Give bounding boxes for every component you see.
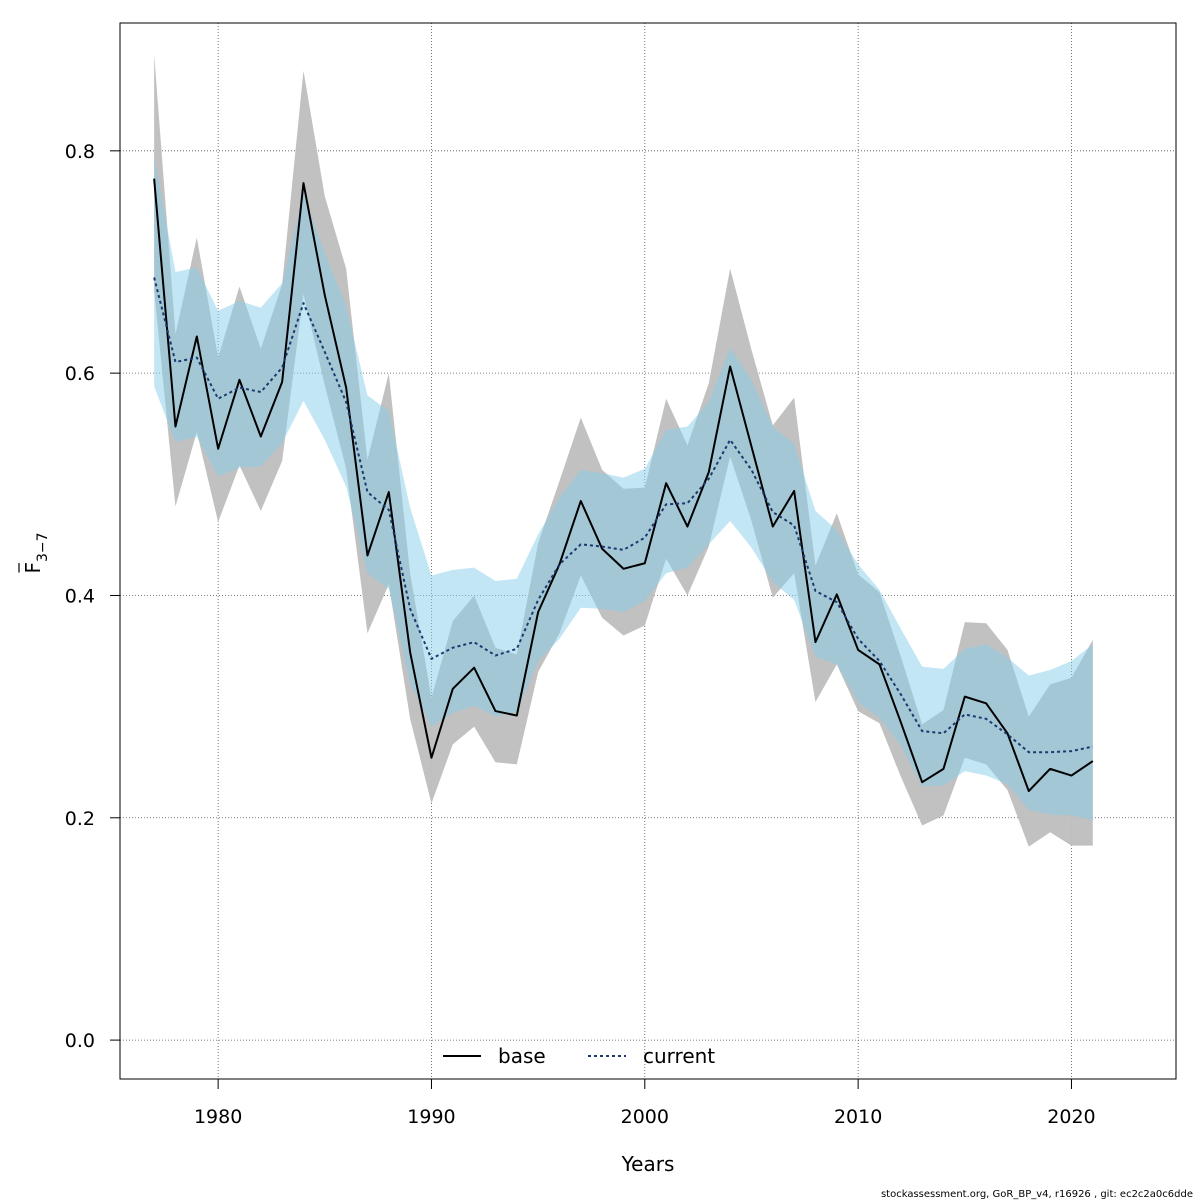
line-base [153, 178, 1094, 793]
footer-credit: stockassessment.org, GoR_BP_v4, r16926 ,… [881, 1189, 1193, 1200]
band-current [154, 156, 1093, 821]
y-axis-title: F3−7 [18, 532, 51, 574]
legend-label-base: base [498, 1044, 546, 1068]
grid [120, 23, 1176, 1079]
x-tick-label: 2020 [1047, 1106, 1095, 1128]
y-axis-title-main: F [21, 562, 45, 574]
y-tick-label: 0.8 [65, 141, 95, 163]
legend: base current [443, 1044, 715, 1068]
x-tick-label: 2000 [621, 1106, 669, 1128]
axes: 1980 1990 2000 2010 2020 0.0 0.2 0.4 0.6 0.8 [65, 141, 1096, 1128]
y-tick-label: 0.2 [65, 808, 95, 830]
line-current [153, 277, 1094, 754]
legend-label-current: current [643, 1044, 715, 1068]
y-tick-label: 0.0 [65, 1030, 95, 1052]
confidence-bands [154, 54, 1093, 847]
x-tick-label: 1980 [194, 1106, 242, 1128]
x-tick-label: 1990 [407, 1106, 455, 1128]
series-lines [153, 178, 1094, 793]
y-tick-label: 0.6 [65, 363, 95, 385]
x-axis-title: Years [621, 1152, 675, 1176]
svg-text:F3−7: F3−7 [21, 532, 51, 573]
x-tick-label: 2010 [834, 1106, 882, 1128]
y-axis-title-subscript: 3−7 [35, 532, 51, 562]
plot-frame [119, 22, 1177, 1080]
y-tick-label: 0.4 [65, 585, 95, 607]
